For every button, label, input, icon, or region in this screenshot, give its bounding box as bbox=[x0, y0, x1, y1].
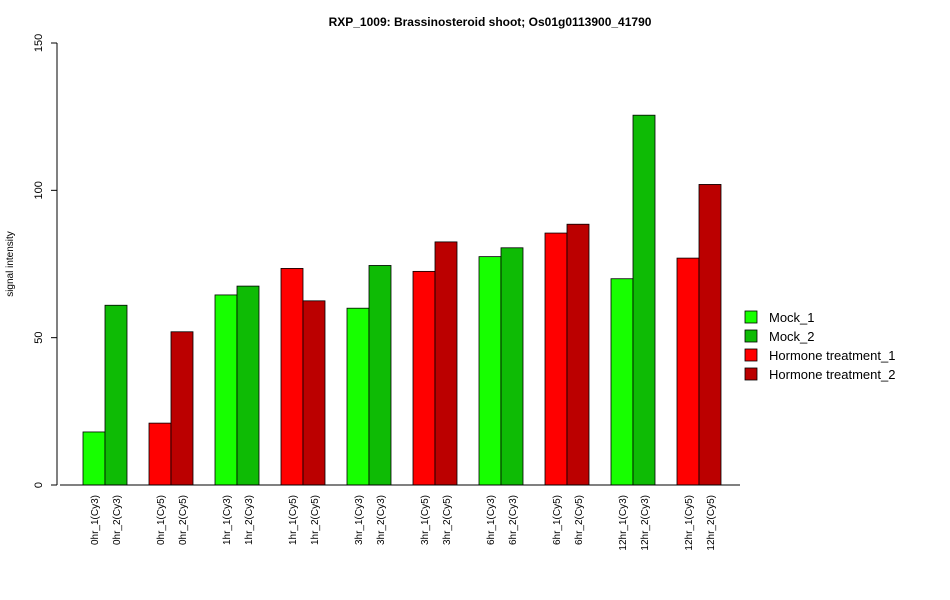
bar bbox=[434, 241, 458, 486]
legend-label: Hormone treatment_2 bbox=[769, 367, 895, 382]
x-tick-label: 12hr_2(Cy3) bbox=[640, 495, 651, 551]
x-tick-label: 3hr_1(Cy5) bbox=[420, 495, 431, 545]
x-tick-label: 1hr_2(Cy3) bbox=[244, 495, 255, 545]
x-tick-label: 1hr_2(Cy5) bbox=[310, 495, 321, 545]
bars bbox=[82, 114, 722, 486]
bar bbox=[148, 422, 172, 486]
legend: Mock_1 Mock_2 Hormone treatment_1 Hormone t… bbox=[744, 310, 895, 382]
bar bbox=[104, 304, 128, 486]
bar bbox=[478, 256, 502, 486]
x-tick-label: 12hr_2(Cy5) bbox=[706, 495, 717, 551]
bar bbox=[302, 300, 326, 486]
bar bbox=[632, 114, 656, 486]
bar bbox=[236, 285, 260, 486]
bar bbox=[346, 307, 370, 486]
x-tick-label: 12hr_1(Cy3) bbox=[618, 495, 629, 551]
x-tick-label: 6hr_1(Cy3) bbox=[486, 495, 497, 545]
x-tick-label: 0hr_1(Cy5) bbox=[156, 495, 167, 545]
x-tick-label: 3hr_1(Cy3) bbox=[354, 495, 365, 545]
bar bbox=[610, 278, 634, 486]
bar bbox=[170, 331, 194, 486]
bar bbox=[82, 431, 106, 486]
chart-title: RXP_1009: Brassinosteroid shoot; Os01g01… bbox=[329, 15, 652, 29]
x-tick-label: 6hr_1(Cy5) bbox=[552, 495, 563, 545]
y-axis-label: signal intensity bbox=[5, 231, 16, 297]
y-tick-label: 50 bbox=[33, 332, 45, 344]
x-tick-label: 0hr_1(Cy3) bbox=[90, 495, 101, 545]
x-tick-label: 1hr_1(Cy3) bbox=[222, 495, 233, 545]
x-tick-label: 6hr_2(Cy5) bbox=[574, 495, 585, 545]
legend-swatch bbox=[744, 310, 758, 324]
x-tick-label: 6hr_2(Cy3) bbox=[508, 495, 519, 545]
x-tick-label: 0hr_2(Cy3) bbox=[112, 495, 123, 545]
legend-swatch bbox=[744, 367, 758, 381]
legend-label: Mock_1 bbox=[769, 310, 815, 325]
bar bbox=[676, 257, 700, 486]
y-axis: 0 50 100 150 bbox=[33, 34, 58, 488]
bar bbox=[544, 232, 568, 486]
legend-label: Hormone treatment_1 bbox=[769, 348, 895, 363]
x-tick-label: 3hr_2(Cy5) bbox=[442, 495, 453, 545]
bar bbox=[214, 294, 238, 486]
y-tick-label: 0 bbox=[33, 482, 45, 488]
x-tick-label: 12hr_1(Cy5) bbox=[684, 495, 695, 551]
legend-label: Mock_2 bbox=[769, 329, 815, 344]
bar bbox=[412, 270, 436, 486]
x-tick-label: 1hr_1(Cy5) bbox=[288, 495, 299, 545]
bar bbox=[280, 268, 304, 486]
bar bbox=[566, 223, 590, 486]
y-tick-label: 150 bbox=[33, 34, 45, 52]
y-tick-label: 100 bbox=[33, 181, 45, 199]
x-tick-label: 0hr_2(Cy5) bbox=[178, 495, 189, 545]
bar bbox=[368, 265, 392, 486]
x-tick-labels: 0hr_1(Cy3) 0hr_2(Cy3) 0hr_1(Cy5) 0hr_2(Cy5)… bbox=[90, 495, 717, 551]
legend-swatch bbox=[744, 348, 758, 362]
legend-swatch bbox=[744, 329, 758, 343]
x-tick-label: 3hr_2(Cy3) bbox=[376, 495, 387, 545]
bar bbox=[698, 184, 722, 486]
bar bbox=[500, 247, 524, 486]
